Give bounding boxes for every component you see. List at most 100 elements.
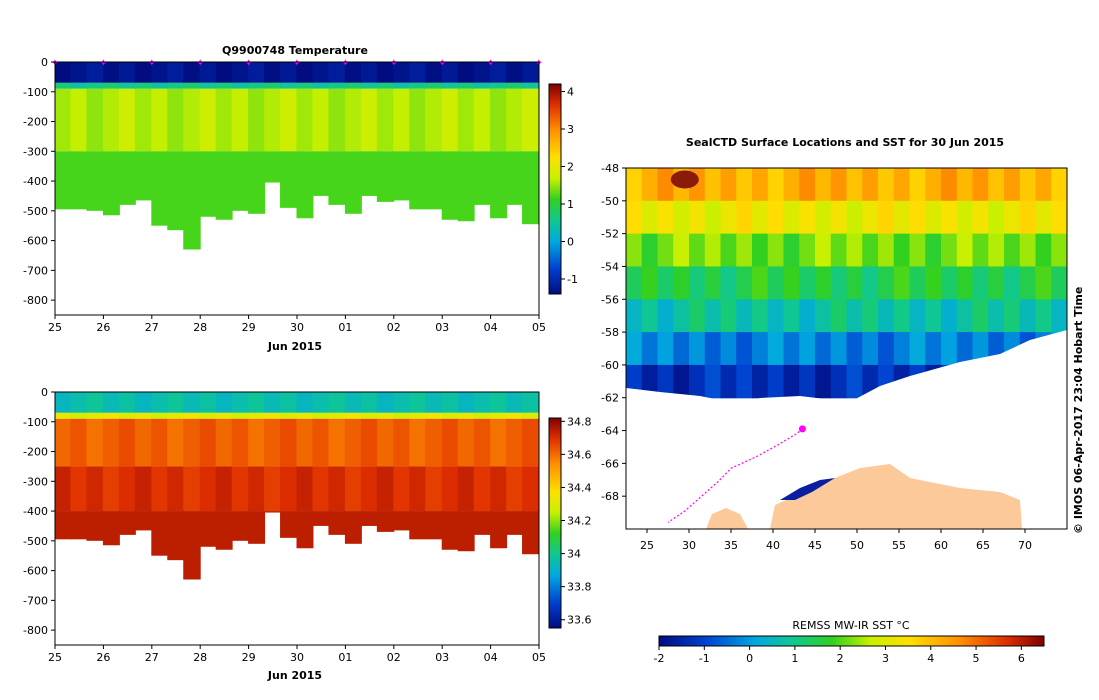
- surface-location-marker: ✦: [99, 58, 107, 69]
- salinity-profile-cell: [199, 392, 217, 413]
- sst-cell: [972, 299, 989, 333]
- sst-cell: [846, 364, 863, 399]
- salinity-profile-cell: [409, 418, 427, 467]
- sst-cell: [673, 200, 690, 235]
- temperature-profile-cell: [199, 88, 217, 152]
- map-y-tick-label: -48: [601, 162, 619, 175]
- salinity-profile-cell: [231, 412, 250, 419]
- salinity-profile-cell: [280, 412, 298, 419]
- temperature-profile-cell: [118, 88, 136, 152]
- salinity-profile-cell: [441, 392, 459, 413]
- sst-cell: [752, 332, 769, 366]
- surface-location-marker: ✦: [390, 58, 398, 69]
- salinity-profile-cell: [506, 392, 524, 413]
- temperature-profile-cell: [199, 151, 217, 217]
- salinity-profile-cell: [473, 466, 492, 512]
- temperature-profile-cell: [376, 151, 395, 202]
- sst-cell: [988, 168, 1005, 202]
- sst-cell: [909, 200, 926, 235]
- sst-cell: [862, 168, 879, 202]
- salinity-profile-cell: [151, 418, 169, 467]
- sst-cell: [878, 332, 895, 366]
- salinity-profile-cell: [151, 412, 169, 419]
- sst-cell: [815, 168, 832, 202]
- salinity-profile-cell: [473, 511, 492, 535]
- temperature-profile-cell: [490, 82, 508, 89]
- salinity-profile-cell: [425, 392, 443, 413]
- sst-colorbar-ticks: -2 -1 0 1 2 3 4 5 6: [654, 646, 1025, 665]
- map-x-tick-label: 40: [766, 539, 780, 552]
- temperature-profile-cell: [55, 82, 72, 89]
- salinity-profile-cell: [538, 392, 539, 413]
- sst-cell: [673, 332, 690, 366]
- sst-map-x-axis: 25 30 35 40 45 50 55 60 65 70: [640, 529, 1032, 552]
- y-tick-label: -100: [23, 416, 48, 429]
- temperature-profile-cell: [506, 62, 524, 83]
- sst-cell: [736, 364, 753, 399]
- sst-cell: [689, 332, 706, 366]
- antarctic-landmass-west: [706, 508, 748, 529]
- sst-cell: [941, 168, 958, 202]
- salinity-profile-cell: [151, 511, 169, 556]
- sst-cell: [673, 364, 690, 399]
- salinity-profile-cell: [102, 412, 120, 419]
- temperature-profile-cell: [376, 88, 395, 152]
- salinity-profile-cell: [264, 392, 282, 413]
- map-x-tick-label: 45: [808, 539, 822, 552]
- temperature-profile-cell: [86, 151, 104, 211]
- sst-cell: [783, 364, 800, 399]
- sst-cell: [641, 168, 659, 202]
- map-x-tick-label: 50: [850, 539, 864, 552]
- salinity-profile-cell: [490, 511, 508, 549]
- temperature-profile-cell: [425, 82, 443, 89]
- temperature-profile-cell: [409, 88, 427, 152]
- sst-cell: [704, 200, 722, 235]
- sst-cell: [752, 233, 769, 268]
- sst-cell: [1004, 299, 1021, 333]
- temperature-profile-cell: [280, 82, 298, 89]
- salinity-profile-cell: [506, 412, 524, 419]
- salinity-profile-cell: [231, 418, 250, 467]
- salinity-profile-cell: [183, 511, 201, 580]
- temperature-profile-cell: [490, 151, 508, 219]
- sst-cell: [704, 266, 722, 300]
- salinity-profile-cell: [473, 392, 492, 413]
- sst-cell: [941, 299, 958, 333]
- temperature-profile-cell: [102, 62, 120, 83]
- sst-colorbar-tick-label: 0: [746, 652, 753, 665]
- x-tick-label: 25: [48, 321, 62, 334]
- salinity-profile-cell: [344, 418, 362, 467]
- sst-cell: [1035, 168, 1052, 202]
- sst-cell: [799, 299, 816, 333]
- y-tick-label: -500: [23, 535, 48, 548]
- temperature-profile-cell: [393, 62, 411, 83]
- temperature-profile-cell: [441, 82, 459, 89]
- temperature-profile-cell: [151, 62, 169, 83]
- temperature-x-label: Jun 2015: [267, 340, 322, 353]
- sst-cell: [689, 299, 706, 333]
- sst-map-area: [626, 168, 1067, 529]
- sst-cell: [1004, 233, 1021, 268]
- sea-ice-region: [626, 330, 1067, 529]
- colorbar-tick-label: 2: [567, 161, 574, 174]
- imos-watermark: © IMOS 06-Apr-2017 23:04 Hobart Time: [1072, 287, 1085, 534]
- temperature-profile-cell: [506, 82, 524, 89]
- salinity-profile-cell: [506, 418, 524, 467]
- x-tick-label: 02: [387, 651, 401, 664]
- map-x-tick-label: 30: [682, 539, 696, 552]
- y-tick-label: -700: [23, 264, 48, 277]
- sst-cell: [1004, 200, 1021, 235]
- temperature-profile-cell: [231, 88, 250, 152]
- y-tick-label: 0: [41, 386, 48, 399]
- salinity-colorbar: [548, 417, 562, 629]
- temperature-profile-cell: [360, 82, 378, 89]
- temperature-profile-cell: [102, 88, 120, 152]
- salinity-profile-cell: [102, 418, 120, 467]
- salinity-profile-cell: [167, 466, 185, 512]
- salinity-profile-cell: [55, 392, 72, 413]
- temperature-profile-cell: [376, 62, 395, 83]
- colorbar-tick-label: 33.6: [567, 614, 592, 627]
- salinity-profile-cell: [522, 412, 539, 419]
- map-y-tick-label: -58: [601, 326, 619, 339]
- sst-cell: [720, 299, 737, 333]
